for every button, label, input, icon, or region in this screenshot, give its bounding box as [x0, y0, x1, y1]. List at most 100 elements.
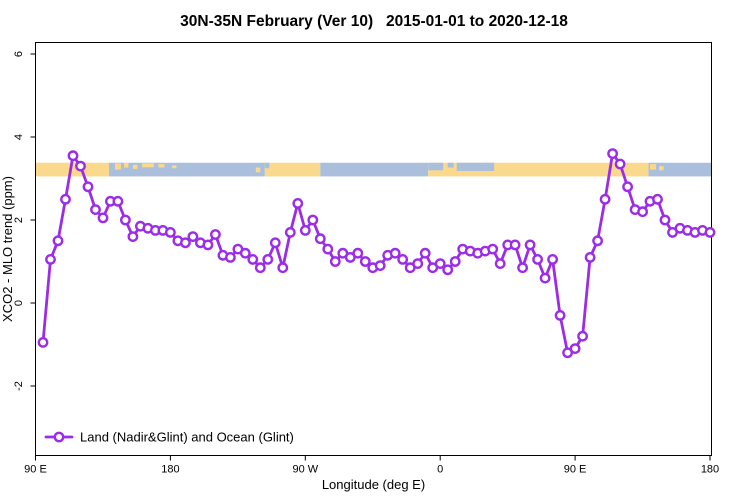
x-axis-label: Longitude (deg E)	[322, 477, 425, 492]
map-band-ocean	[320, 162, 429, 177]
data-point	[614, 158, 626, 170]
map-band-overlay-land	[659, 166, 664, 171]
data-point	[239, 247, 251, 259]
data-point	[90, 204, 101, 216]
data-point	[120, 214, 131, 226]
data-point	[247, 253, 259, 265]
data-point	[164, 226, 176, 238]
data-point	[704, 226, 716, 238]
data-point	[374, 260, 386, 271]
data-point	[179, 237, 191, 249]
data-point	[584, 251, 596, 263]
data-point	[97, 212, 109, 224]
map-band-overlay-ocean	[456, 162, 495, 171]
data-point	[569, 343, 581, 354]
map-band-overlay-land	[123, 162, 129, 168]
data-point	[637, 206, 648, 218]
data-point	[67, 150, 79, 162]
data-point	[127, 231, 139, 243]
data-point	[112, 195, 124, 207]
data-point	[52, 235, 64, 247]
x-tick-label: 180	[161, 464, 179, 476]
legend-label: Land (Nadir&Glint) and Ocean (Glint)	[80, 430, 294, 445]
data-point	[412, 258, 424, 269]
data-point	[60, 193, 71, 205]
data-point	[299, 224, 311, 236]
legend-marker-icon	[53, 431, 65, 443]
data-point	[269, 237, 281, 249]
data-point	[209, 229, 221, 240]
data-point	[599, 193, 611, 205]
data-point	[449, 256, 461, 267]
data-point	[592, 235, 603, 247]
map-band-overlay-land	[132, 164, 138, 169]
data-point	[389, 247, 401, 259]
data-point	[524, 239, 536, 251]
data-point	[622, 181, 633, 193]
x-tick-label: 90 E	[24, 464, 47, 476]
map-band-overlay-ocean	[447, 162, 454, 168]
map-band-overlay-land	[158, 164, 165, 168]
plot-border	[35, 42, 712, 456]
data-point	[322, 243, 334, 255]
data-point	[539, 272, 551, 284]
map-band-overlay-land	[171, 165, 177, 169]
data-point	[577, 330, 588, 342]
data-point	[187, 231, 199, 243]
data-point	[487, 243, 499, 255]
y-tick-label: 2	[13, 217, 25, 223]
y-tick-label: -2	[13, 381, 25, 391]
y-tick-label: 6	[13, 51, 25, 57]
map-band-ocean	[648, 162, 712, 177]
data-point	[277, 262, 289, 274]
data-point	[224, 251, 236, 263]
y-tick-label: 4	[13, 134, 25, 140]
data-point	[284, 226, 296, 238]
x-tick-label: 90 E	[564, 464, 587, 476]
plot-area: -2 0 2 4 6 90 E 180 90 W 0 90 E 180 Longitude (deg …	[0, 42, 719, 492]
data-point	[509, 239, 521, 251]
map-band-overlay-ocean	[264, 162, 270, 169]
map-band-overlay-land	[255, 167, 261, 173]
data-point	[652, 193, 663, 205]
data-point	[532, 253, 543, 265]
data-point	[82, 181, 94, 193]
x-tick-label: 90 W	[292, 464, 318, 476]
data-point	[442, 264, 454, 276]
map-band-ocean	[108, 162, 265, 177]
map-band-overlay-land	[114, 163, 121, 170]
data-point	[547, 253, 558, 265]
y-axis-label: XCO2 - MLO trend (ppm)	[0, 176, 15, 322]
data-line	[41, 152, 712, 355]
map-band-overlay-land	[141, 163, 154, 168]
map-band-land	[35, 162, 109, 177]
data-point	[607, 148, 618, 160]
data-point	[397, 253, 409, 265]
data-point	[517, 262, 528, 274]
data-point	[419, 247, 431, 259]
data-point	[45, 253, 56, 265]
y-tick-label: 0	[13, 300, 25, 306]
x-tick-label: 0	[437, 464, 443, 476]
data-point	[352, 247, 364, 259]
chart-title: 30N-35N February (Ver 10) 2015-01-01 to …	[180, 13, 568, 30]
data-point	[202, 239, 214, 251]
data-point	[75, 160, 86, 172]
data-point	[37, 336, 49, 348]
map-band-land	[264, 162, 321, 177]
x-tick-label: 180	[701, 464, 719, 476]
data-point	[307, 214, 319, 226]
map-band-overlay-ocean	[428, 162, 444, 171]
data-point	[329, 256, 341, 267]
data-point	[292, 197, 304, 209]
data-point	[434, 258, 446, 269]
data-point	[554, 309, 566, 321]
data-point	[494, 258, 506, 269]
data-point	[254, 262, 266, 274]
data-point	[359, 256, 371, 267]
data-point	[262, 253, 274, 265]
map-band-overlay-land	[650, 164, 657, 170]
data-point	[314, 233, 326, 245]
